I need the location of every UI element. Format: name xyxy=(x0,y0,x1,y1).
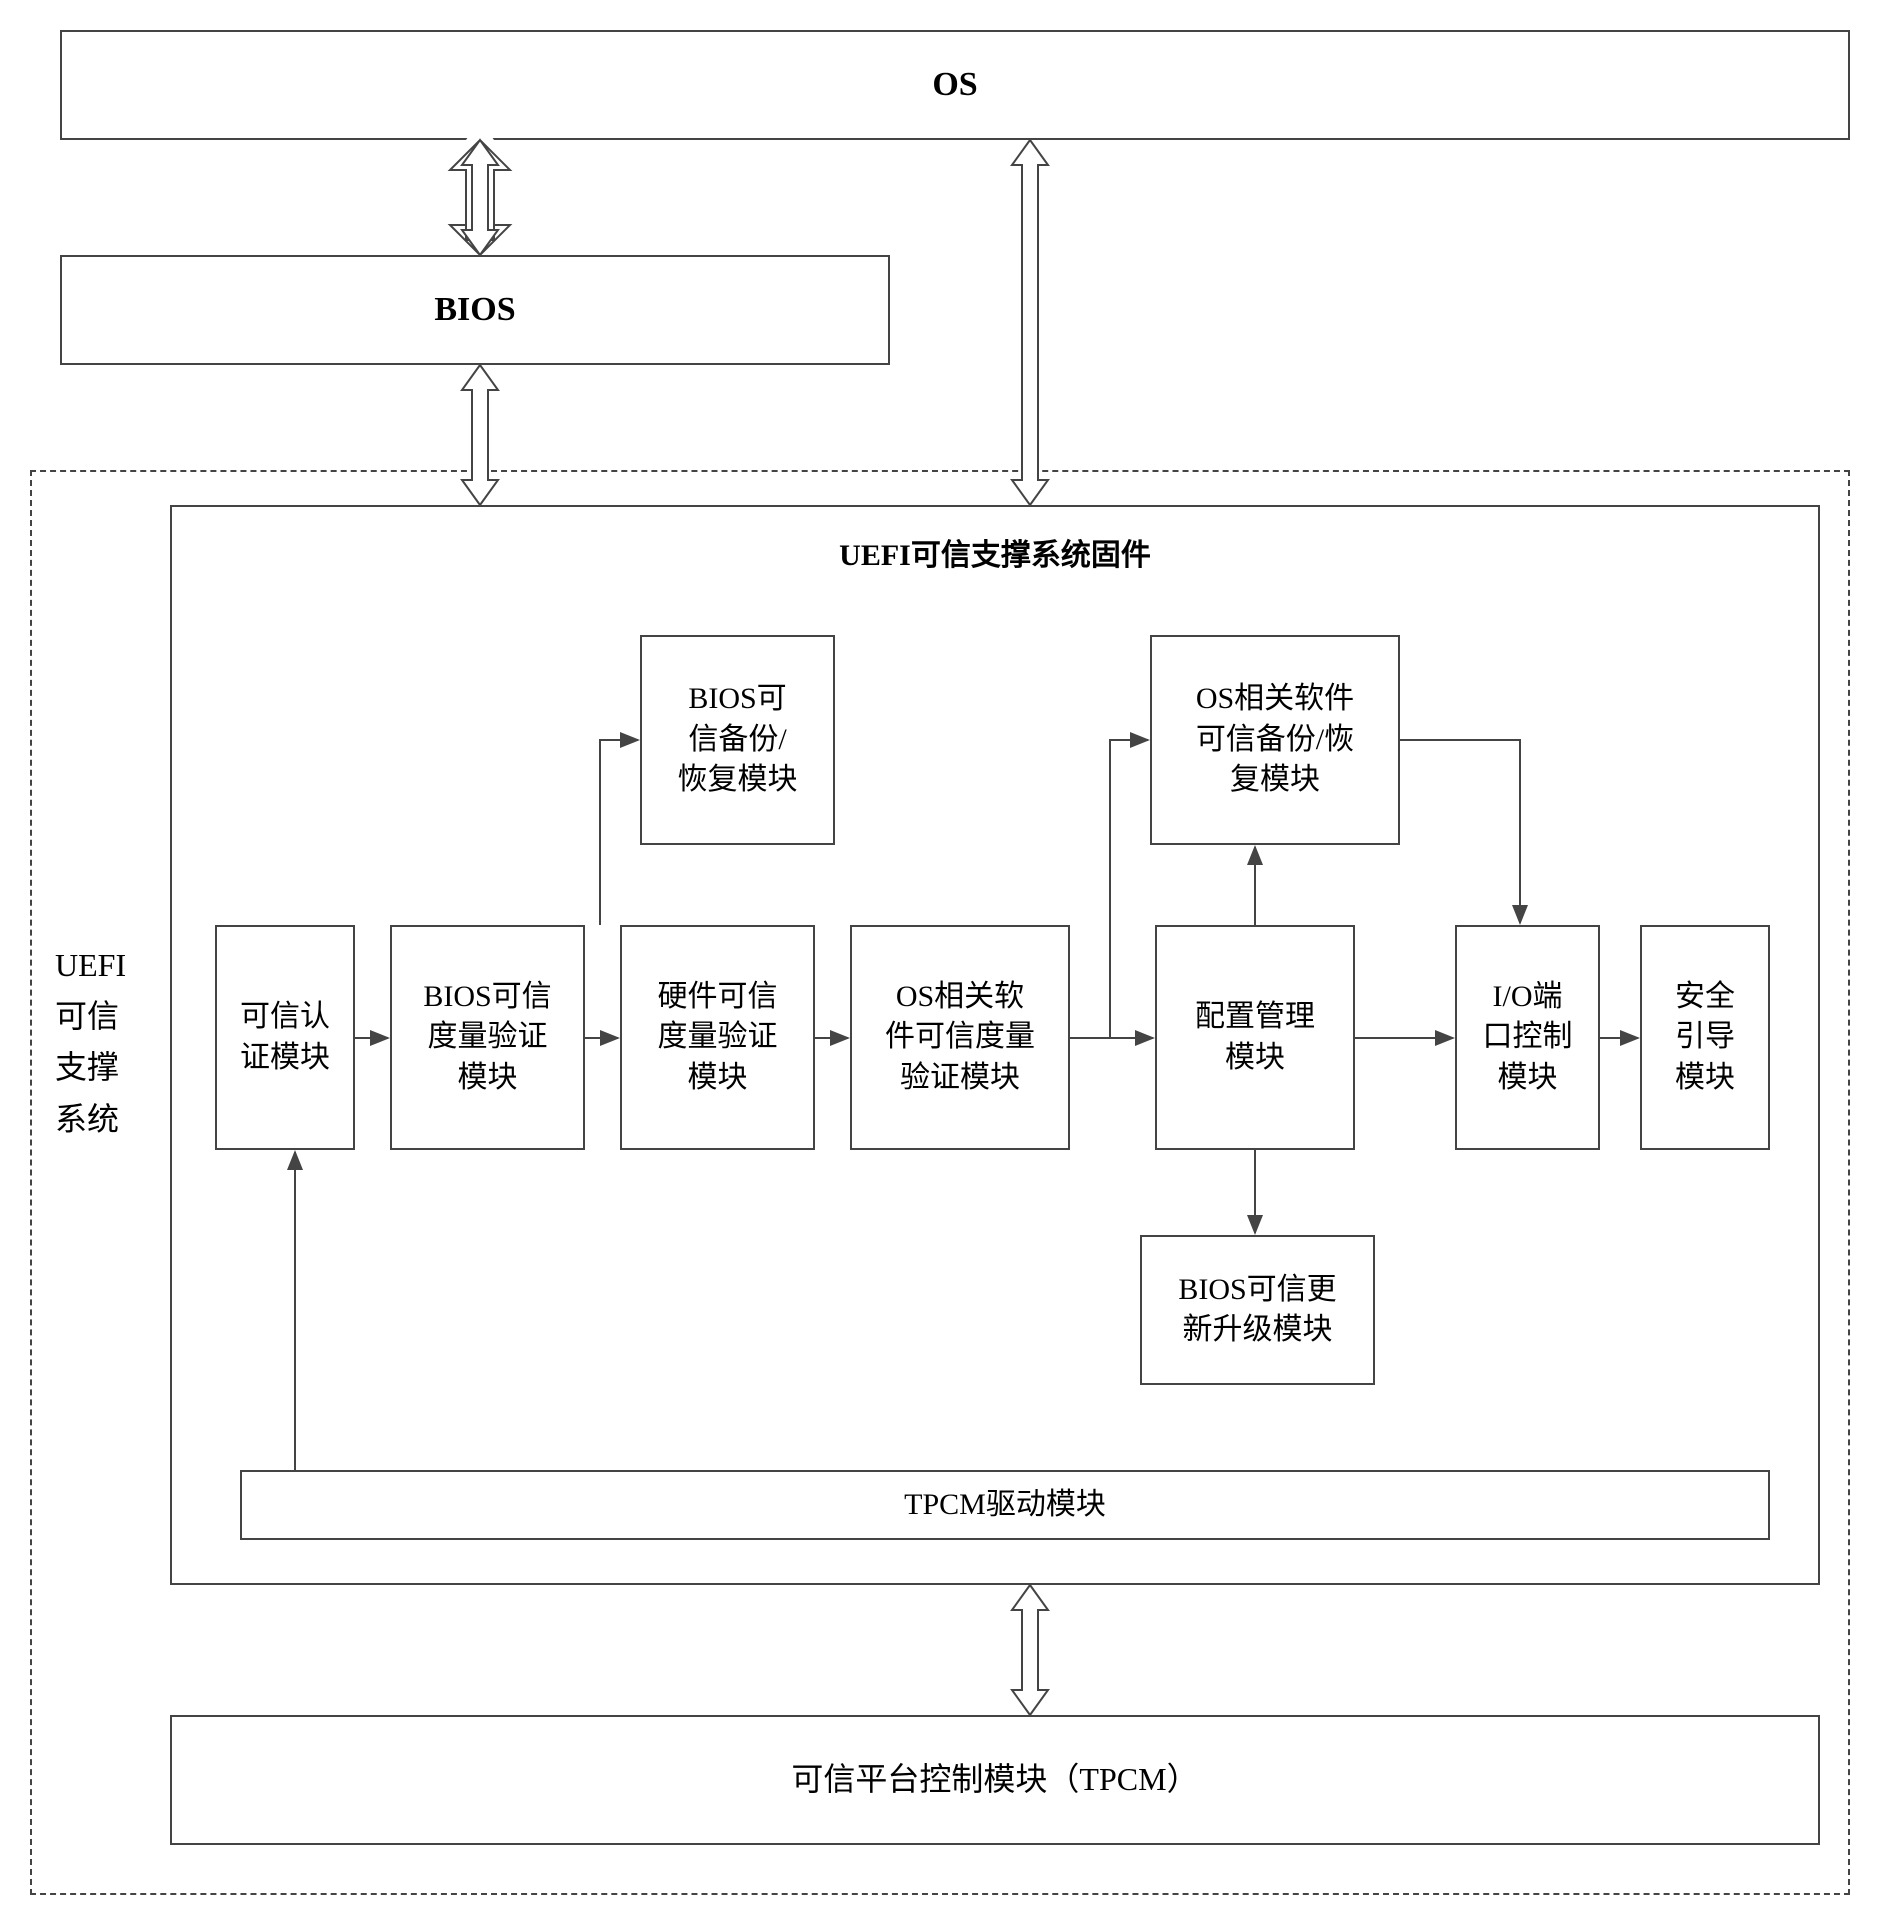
tpcm-box: 可信平台控制模块（TPCM） xyxy=(170,1715,1820,1845)
os-backup-module: OS相关软件 可信备份/恢 复模块 xyxy=(1150,635,1400,845)
bios-label: BIOS xyxy=(434,287,515,333)
tpcm-driver-box: TPCM驱动模块 xyxy=(240,1470,1770,1540)
config-mgmt-module: 配置管理 模块 xyxy=(1155,925,1355,1150)
bios-box: BIOS xyxy=(60,255,890,365)
bios-update-module: BIOS可信更 新升级模块 xyxy=(1140,1235,1375,1385)
os-verify-module: OS相关软 件可信度量 验证模块 xyxy=(850,925,1070,1150)
bios-backup-module: BIOS可 信备份/ 恢复模块 xyxy=(640,635,835,845)
hw-verify-module: 硬件可信 度量验证 模块 xyxy=(620,925,815,1150)
os-box: OS xyxy=(60,30,1850,140)
firmware-title: UEFI可信支撑系统固件 xyxy=(170,530,1820,574)
diagram-container: OS BIOS UEFI 可信 支撑 系统 UEFI可信支撑系统固件 BIOS可… xyxy=(20,20,1862,1902)
uefi-side-label: UEFI 可信 支撑 系统 xyxy=(55,940,95,1145)
bios-verify-module: BIOS可信 度量验证 模块 xyxy=(390,925,585,1150)
os-label: OS xyxy=(932,62,977,108)
trusted-auth-module: 可信认 证模块 xyxy=(215,925,355,1150)
io-control-module: I/O端 口控制 模块 xyxy=(1455,925,1600,1150)
secure-boot-module: 安全 引导 模块 xyxy=(1640,925,1770,1150)
